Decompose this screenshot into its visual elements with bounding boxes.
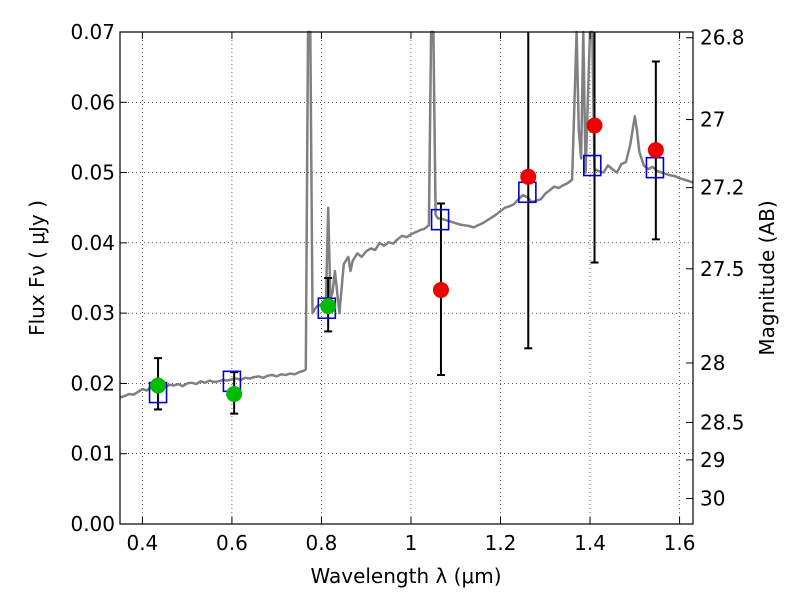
mag-tick-label: 26.8 <box>700 26 745 50</box>
y-tick-label: 0.05 <box>70 161 115 185</box>
spectrum-curve <box>119 30 694 399</box>
x-axis-label: Wavelength λ (μm) <box>310 564 501 588</box>
mag-tick-label: 28 <box>700 351 725 375</box>
x-tick-label: 0.6 <box>216 531 248 555</box>
data-point <box>520 168 537 185</box>
data-point <box>432 281 449 298</box>
data-point <box>586 117 603 134</box>
x-tick-label: 0.4 <box>126 531 158 555</box>
y-tick-label: 0.06 <box>70 90 115 114</box>
data-point <box>226 385 243 402</box>
data-point <box>320 298 337 315</box>
y-tick-label: 0.01 <box>70 442 115 466</box>
mag-tick-label: 27.2 <box>700 176 745 200</box>
mag-tick-label: 27 <box>700 108 725 132</box>
y-axis-label: Flux Fν ( μJy ) <box>25 200 49 336</box>
y-tick-label: 0.00 <box>70 512 115 536</box>
mag-tick-label: 30 <box>700 486 725 510</box>
plot-frame <box>119 31 694 525</box>
data-point <box>150 377 167 394</box>
data-point <box>647 142 664 159</box>
y-tick-label: 0.07 <box>70 20 115 44</box>
mag-tick-label: 28.5 <box>700 410 745 434</box>
spectrum-line <box>119 30 694 399</box>
x-tick-label: 0.8 <box>306 531 338 555</box>
y-axis-right-label: Magnitude (AB) <box>755 200 779 355</box>
x-tick-label: 1.2 <box>485 531 517 555</box>
x-ticks: 0.4 0.6 0.8 1 1.2 1.4 1.6 <box>126 32 695 555</box>
y-ticks: 0.00 0.01 0.02 0.03 0.04 0.05 0.06 0.07 <box>70 20 127 536</box>
x-tick-label: 1.6 <box>664 531 696 555</box>
observed-points <box>150 117 664 402</box>
mag-tick-label: 29 <box>700 448 725 472</box>
model-square <box>582 154 602 177</box>
model-square <box>430 208 450 231</box>
y-tick-label: 0.02 <box>70 371 115 395</box>
mag-tick-label: 27.5 <box>700 257 745 281</box>
grid <box>120 32 693 524</box>
mag-ticks: 26.8 27 27.2 27.5 28 28.5 29 30 <box>686 26 745 510</box>
y-tick-label: 0.03 <box>70 301 115 325</box>
x-tick-label: 1 <box>405 531 418 555</box>
y-tick-label: 0.04 <box>70 231 115 255</box>
model-squares <box>148 154 665 404</box>
x-tick-label: 1.4 <box>574 531 606 555</box>
